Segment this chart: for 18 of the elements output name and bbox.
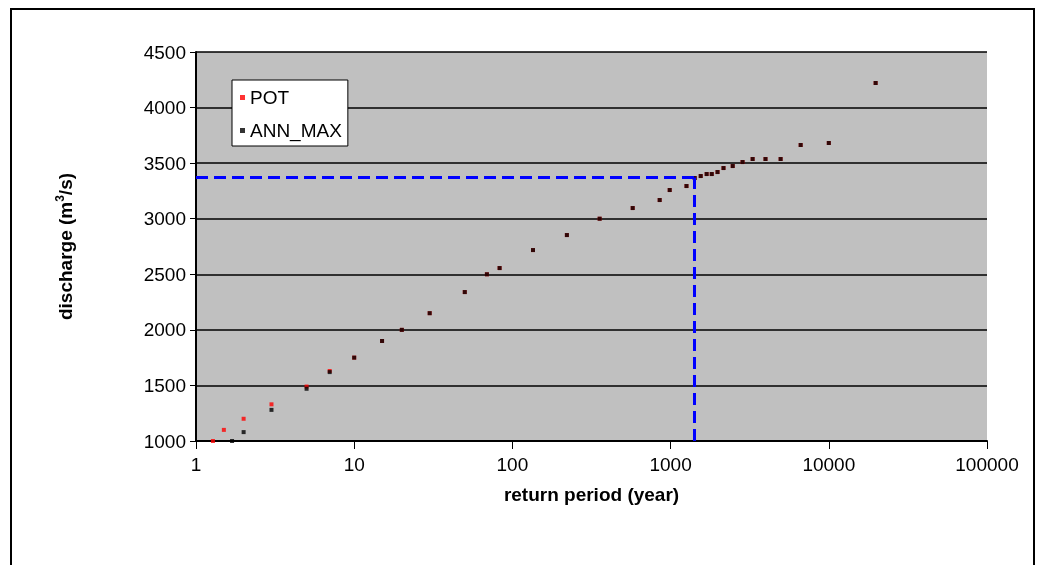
y-tick-label: 1500 xyxy=(143,374,186,396)
y-tick-label: 3000 xyxy=(143,208,186,230)
y-tick-label: 1000 xyxy=(143,430,186,452)
y-tick-label: 4000 xyxy=(143,97,186,119)
x-tick-label: 100 xyxy=(496,454,529,475)
x-tick-label: 1 xyxy=(190,454,202,475)
x-tick-label: 1000 xyxy=(649,454,692,475)
legend-label: ANN_MAX xyxy=(250,120,343,142)
x-axis-title: return period (year) xyxy=(503,484,680,505)
legend-label: POT xyxy=(250,87,290,108)
y-axis-title: discharge (m3/s) xyxy=(53,172,76,321)
y-tick-label: 3500 xyxy=(143,152,186,174)
y-tick-label: 2500 xyxy=(143,263,186,285)
x-tick-label: 10000 xyxy=(802,454,856,475)
x-tick-label: 10 xyxy=(343,454,365,475)
x-tick-label: 100000 xyxy=(955,454,1019,475)
y-tick-label: 2000 xyxy=(143,319,186,341)
y-tick-label: 4500 xyxy=(143,41,186,63)
